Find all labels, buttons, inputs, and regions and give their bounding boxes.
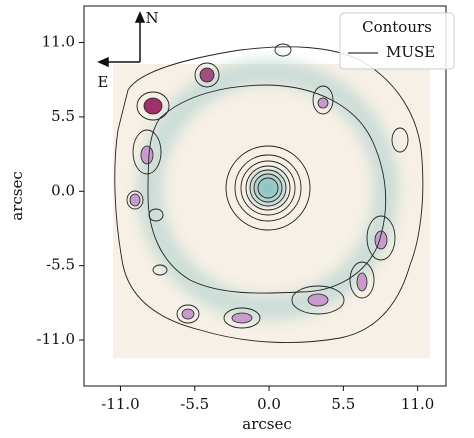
- y-axis-label: arcsec: [8, 171, 26, 221]
- x-axis-label: arcsec: [242, 415, 292, 433]
- y-tick-label: 5.5: [51, 107, 75, 125]
- x-tick-label: -11.0: [101, 395, 139, 413]
- x-tick-label: -5.5: [180, 395, 209, 413]
- y-tick-label: -5.5: [46, 256, 75, 274]
- compass: [97, 11, 146, 68]
- compass-east: E: [98, 73, 109, 91]
- legend-title: Contours: [362, 18, 432, 36]
- compass-north: N: [145, 9, 158, 27]
- legend-label: MUSE: [386, 43, 435, 61]
- y-tick-label: 0.0: [51, 181, 75, 199]
- x-tick-label: 11.0: [401, 395, 434, 413]
- legend: Contours MUSE: [339, 12, 455, 70]
- image: [113, 43, 430, 358]
- y-tick-label: -11.0: [37, 330, 75, 348]
- x-tick-label: 5.5: [331, 395, 355, 413]
- plot-frame: [83, 5, 447, 387]
- y-tick-label: 11.0: [42, 33, 75, 51]
- x-tick-label: 0.0: [257, 395, 281, 413]
